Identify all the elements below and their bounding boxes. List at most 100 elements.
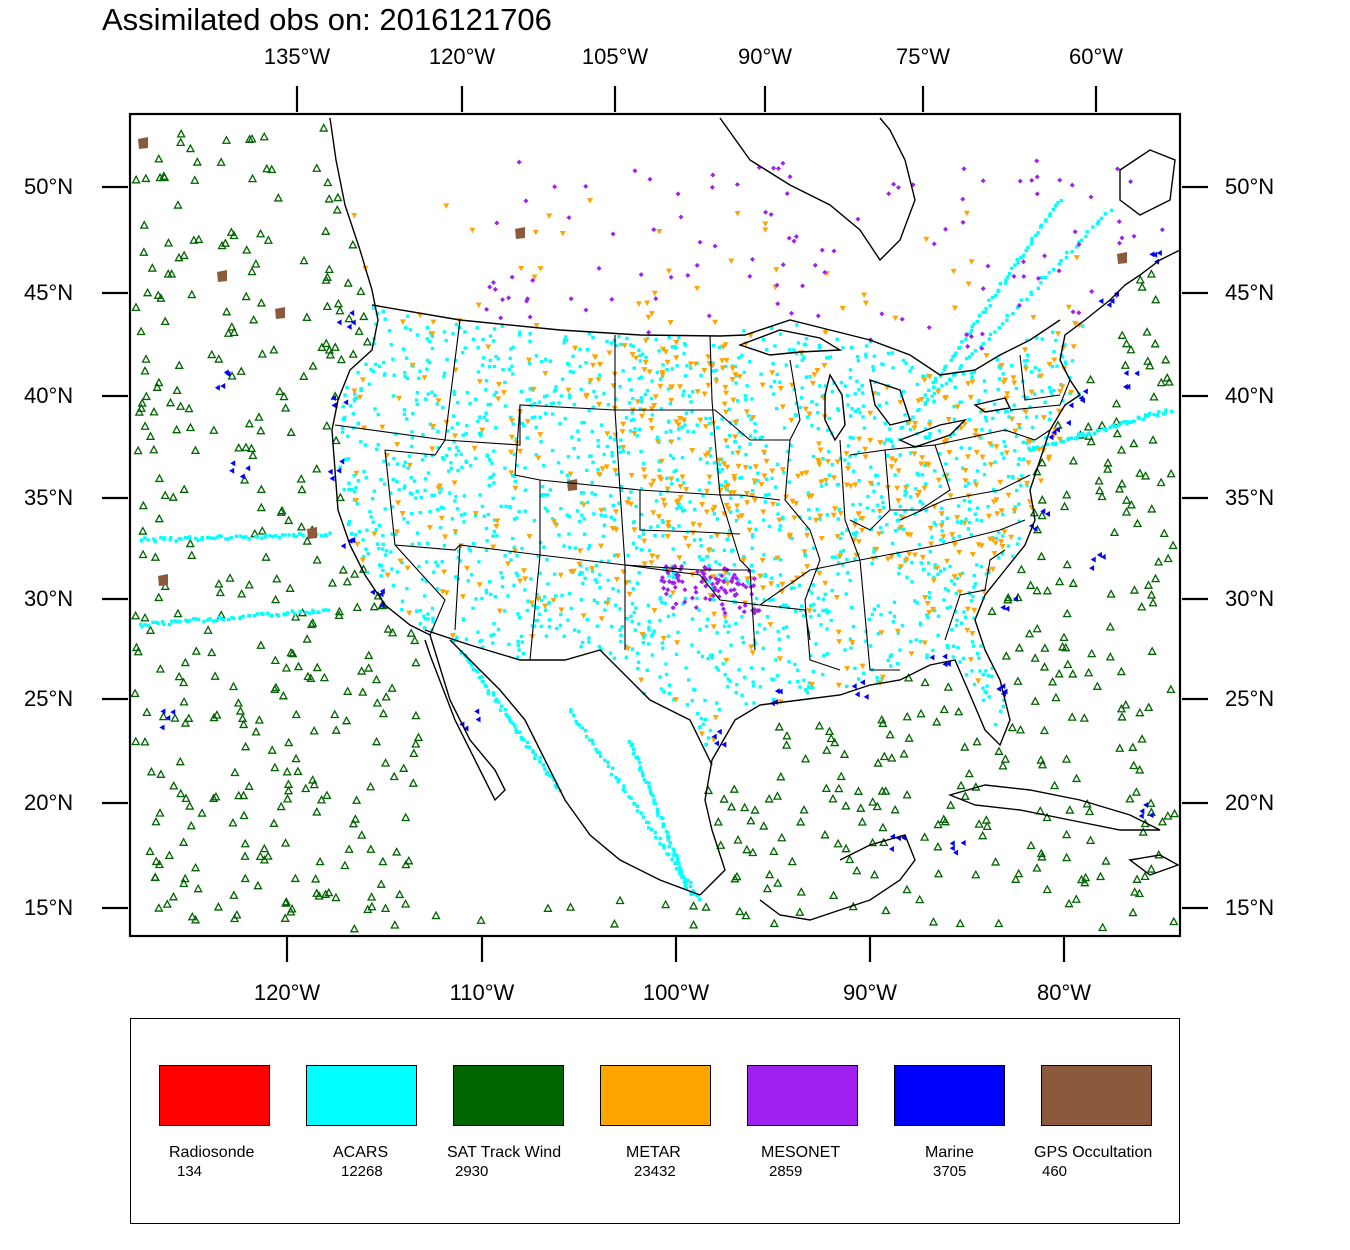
metar-marker bbox=[565, 387, 572, 394]
acars-marker bbox=[664, 430, 668, 434]
acars-marker bbox=[690, 617, 695, 621]
mesonet-marker bbox=[740, 582, 746, 588]
sat-track-wind-marker bbox=[729, 784, 739, 793]
metar-marker bbox=[969, 552, 976, 558]
sat-track-wind-marker bbox=[1146, 798, 1156, 807]
acars-marker bbox=[370, 496, 375, 501]
metar-marker bbox=[449, 633, 456, 639]
acars-marker bbox=[546, 582, 550, 586]
acars-marker bbox=[640, 771, 645, 775]
acars-marker bbox=[435, 587, 440, 591]
metar-marker bbox=[983, 353, 990, 359]
sat-track-wind-marker bbox=[154, 903, 164, 912]
acars-marker bbox=[877, 403, 881, 408]
sat-track-wind-marker bbox=[311, 874, 321, 883]
metar-marker bbox=[903, 557, 910, 564]
metar-marker bbox=[1016, 422, 1023, 429]
acars-marker bbox=[426, 612, 430, 616]
acars-marker bbox=[778, 524, 783, 528]
metar-marker bbox=[620, 445, 627, 451]
acars-marker bbox=[970, 371, 974, 375]
acars-marker bbox=[394, 432, 398, 436]
acars-marker bbox=[953, 385, 957, 390]
sat-track-wind-marker bbox=[136, 326, 146, 336]
metar-marker bbox=[844, 666, 851, 672]
sat-track-wind-marker bbox=[1101, 856, 1111, 865]
metar-marker bbox=[769, 370, 776, 376]
metar-marker bbox=[906, 551, 913, 558]
acars-marker bbox=[274, 534, 278, 538]
metar-marker bbox=[667, 320, 674, 326]
metar-marker bbox=[685, 543, 692, 550]
metar-marker bbox=[639, 413, 646, 420]
sat-track-wind-marker bbox=[209, 712, 219, 722]
metar-marker bbox=[964, 454, 971, 460]
metar-marker bbox=[817, 447, 824, 454]
sat-track-wind-marker bbox=[143, 287, 153, 297]
acars-marker bbox=[987, 337, 992, 341]
acars-marker bbox=[433, 393, 437, 397]
acars-marker bbox=[481, 679, 485, 683]
acars-marker bbox=[247, 537, 251, 541]
sat-track-wind-marker bbox=[404, 855, 414, 865]
acars-marker bbox=[897, 566, 902, 570]
acars-marker bbox=[1025, 297, 1029, 302]
sat-track-wind-marker bbox=[178, 837, 189, 846]
acars-marker bbox=[810, 591, 814, 595]
metar-marker bbox=[669, 590, 676, 596]
sat-track-wind-marker bbox=[348, 818, 359, 828]
sat-track-wind-marker bbox=[187, 550, 197, 559]
acars-marker bbox=[797, 583, 802, 588]
sat-track-wind-marker bbox=[263, 851, 273, 860]
acars-marker bbox=[1041, 445, 1045, 449]
acars-marker bbox=[736, 578, 741, 582]
acars-marker bbox=[463, 346, 467, 350]
sat-track-wind-marker bbox=[331, 725, 341, 734]
metar-marker bbox=[359, 377, 366, 383]
acars-marker bbox=[943, 587, 948, 591]
mesonet-marker bbox=[668, 274, 674, 280]
acars-marker bbox=[628, 429, 633, 433]
metar-marker bbox=[998, 539, 1005, 545]
acars-marker bbox=[794, 413, 798, 418]
metar-marker bbox=[542, 370, 549, 377]
acars-marker bbox=[1022, 359, 1027, 363]
acars-marker bbox=[355, 501, 359, 506]
mesonet-marker bbox=[831, 248, 837, 254]
sat-track-wind-marker bbox=[1122, 495, 1132, 504]
acars-marker bbox=[848, 454, 852, 459]
acars-marker bbox=[538, 756, 542, 760]
acars-marker bbox=[737, 430, 742, 435]
metar-marker bbox=[654, 438, 661, 445]
acars-marker bbox=[794, 351, 799, 355]
metar-marker bbox=[763, 458, 770, 465]
mesonet-marker bbox=[706, 566, 712, 572]
acars-marker bbox=[773, 556, 777, 561]
metar-marker bbox=[991, 551, 998, 557]
acars-marker bbox=[146, 538, 150, 542]
metar-marker bbox=[1072, 321, 1079, 327]
metar-marker bbox=[788, 417, 795, 424]
metar-marker bbox=[508, 470, 515, 476]
acars-marker bbox=[808, 653, 813, 657]
acars-marker bbox=[755, 596, 759, 601]
sat-track-wind-marker bbox=[259, 131, 269, 141]
acars-marker bbox=[652, 801, 656, 805]
acars-marker bbox=[484, 588, 489, 593]
right-lat-label: 30°N bbox=[1225, 586, 1275, 611]
metar-marker bbox=[992, 540, 999, 547]
acars-marker bbox=[410, 430, 414, 434]
mesonet-marker bbox=[492, 286, 498, 292]
acars-marker bbox=[311, 608, 315, 613]
sat-track-wind-marker bbox=[1037, 510, 1047, 520]
metar-marker bbox=[430, 423, 437, 430]
acars-marker bbox=[619, 342, 623, 347]
top-lon-label: 105°W bbox=[581, 44, 649, 69]
acars-marker bbox=[933, 376, 938, 381]
acars-marker bbox=[963, 484, 968, 488]
sat-track-wind-marker bbox=[1082, 798, 1092, 808]
sat-track-wind-marker bbox=[1121, 507, 1132, 516]
sat-track-wind-marker bbox=[1085, 374, 1096, 384]
sat-track-wind-marker bbox=[287, 904, 297, 913]
acars-marker bbox=[590, 738, 595, 743]
